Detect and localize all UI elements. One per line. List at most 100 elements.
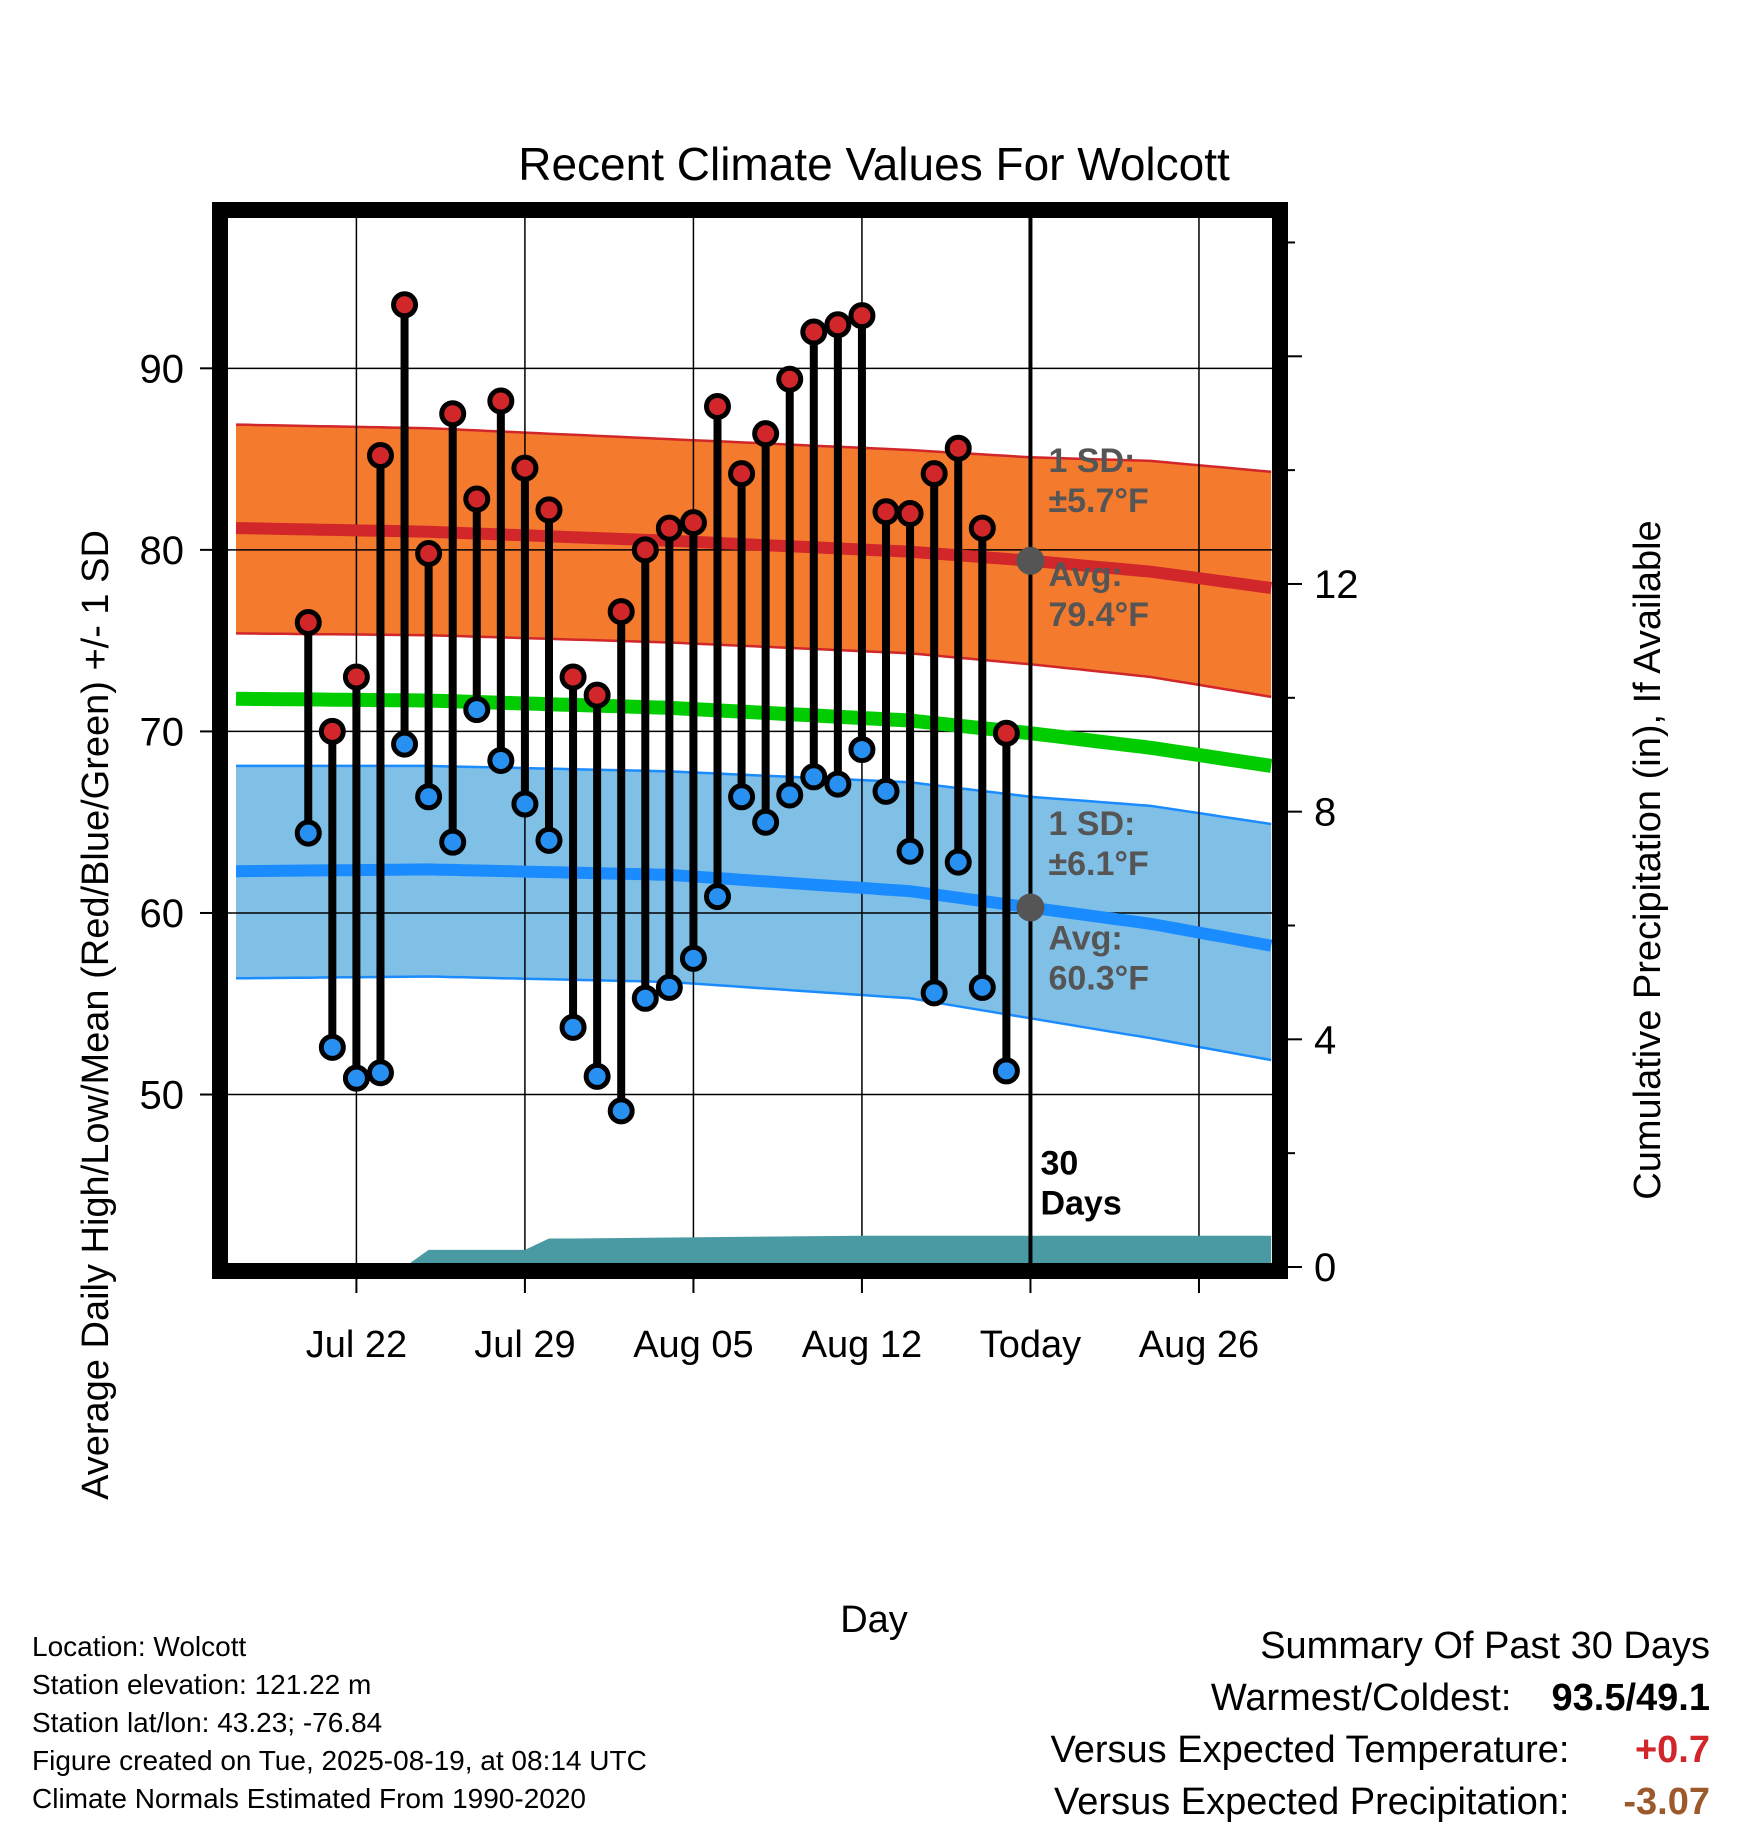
daily-high-point (704, 392, 732, 420)
daily-low-point (487, 746, 515, 774)
info-latlon: Station lat/lon: 43.23; -76.84 (32, 1707, 383, 1738)
daily-low-point (294, 819, 322, 847)
daily-low-point (655, 973, 683, 1001)
daily-low-point (607, 1097, 635, 1125)
summary-temp-label: Versus Expected Temperature: (1050, 1729, 1570, 1771)
daily-low-point (728, 783, 756, 811)
y2-tick-label: 8 (1314, 791, 1336, 835)
daily-high-point (968, 514, 996, 542)
daily-high-point (318, 717, 346, 745)
daily-low-point (800, 763, 828, 791)
x-tick-label: Aug 26 (1139, 1324, 1259, 1366)
daily-low-point (679, 944, 707, 972)
summary-warmest-row: Warmest/Coldest: 93.5/49.1 (1051, 1672, 1710, 1724)
summary-precip-row: Versus Expected Precipitation: -3.07 (1051, 1776, 1710, 1828)
daily-high-point (583, 681, 611, 709)
precipitation-area (236, 1235, 1272, 1267)
daily-low-point (752, 808, 780, 836)
daily-low-point (439, 828, 467, 856)
daily-high-point (366, 441, 394, 469)
daily-low-point (415, 783, 443, 811)
daily-high-point (535, 496, 563, 524)
daily-low-point (824, 770, 852, 798)
daily-high-point (992, 719, 1020, 747)
today-low-avg-marker (1016, 893, 1045, 922)
daily-high-point (463, 485, 491, 513)
daily-high-point (631, 536, 659, 564)
daily-low-point (848, 736, 876, 764)
info-elevation: Station elevation: 121.22 m (32, 1669, 372, 1700)
plot-frame (212, 202, 1288, 1279)
summary-warmest-value: 93.5/49.1 (1551, 1677, 1710, 1719)
daily-low-point (342, 1064, 370, 1092)
daily-low-point (896, 837, 924, 865)
daily-low-point (391, 730, 419, 758)
daily-low-point (631, 984, 659, 1012)
daily-low-point (559, 1013, 587, 1041)
today-days-label: 30 Days (1040, 1144, 1121, 1222)
daily-low-point (318, 1033, 346, 1061)
daily-low-point (968, 973, 996, 1001)
daily-high-point (872, 498, 900, 526)
x-axis-label: Day (840, 1599, 908, 1641)
summary-temp-row: Versus Expected Temperature: +0.7 (1051, 1724, 1710, 1776)
chart-title: Recent Climate Values For Wolcott (518, 138, 1230, 190)
daily-high-point (391, 291, 419, 319)
low-avg-annotation: Avg: 60.3°F (1048, 919, 1149, 997)
high-sd-band (236, 424, 1272, 697)
info-location: Location: Wolcott (32, 1631, 247, 1662)
daily-high-point (920, 460, 948, 488)
daily-high-point (559, 663, 587, 691)
daily-high-point (944, 434, 972, 462)
high-avg-annotation: Avg: 79.4°F (1048, 556, 1149, 634)
daily-low-point (511, 790, 539, 818)
daily-high-point (511, 454, 539, 482)
daily-high-point (415, 540, 443, 568)
y2-tick-label: 4 (1314, 1018, 1336, 1062)
y2-tick-label: 0 (1314, 1246, 1336, 1290)
summary-heading: Summary Of Past 30 Days (1260, 1625, 1710, 1667)
y2-axis-label: Cumulative Precipitation (in), If Availa… (1627, 520, 1669, 1199)
x-tick-label: Jul 22 (306, 1324, 407, 1366)
daily-high-point (848, 302, 876, 330)
daily-low-point (944, 848, 972, 876)
low-band-lower-edge (235, 975, 1272, 1062)
daily-high-point (800, 318, 828, 346)
y-axis-label: Average Daily High/Low/Mean (Red/Blue/Gr… (75, 530, 117, 1500)
daily-high-point (607, 598, 635, 626)
normal-low-line (235, 863, 1273, 952)
summary-precip-label: Versus Expected Precipitation: (1054, 1781, 1570, 1823)
daily-high-point (824, 311, 852, 339)
low-sd-annotation: 1 SD: ±6.1°F (1048, 805, 1148, 883)
daily-high-point (294, 608, 322, 636)
high-sd-annotation: 1 SD: ±5.7°F (1048, 442, 1148, 520)
summary-precip-value: -3.07 (1623, 1781, 1710, 1823)
y-tick-label: 50 (140, 1074, 185, 1118)
normal-mean-line (235, 691, 1273, 773)
low-band-upper-edge (236, 764, 1272, 826)
station-info: Location: Wolcott Station elevation: 121… (32, 1628, 647, 1818)
x-tick-label: Today (980, 1324, 1081, 1366)
daily-low-point (583, 1062, 611, 1090)
daily-high-point (655, 514, 683, 542)
x-tick-label: Aug 12 (802, 1324, 922, 1366)
daily-low-point (920, 979, 948, 1007)
summary-temp-value: +0.7 (1634, 1729, 1710, 1771)
x-tick-label: Jul 29 (474, 1324, 575, 1366)
daily-high-point (342, 663, 370, 691)
x-tick-label: Aug 05 (633, 1324, 753, 1366)
daily-low-point (535, 826, 563, 854)
summary-panel: Summary Of Past 30 Days Warmest/Coldest:… (1051, 1620, 1710, 1828)
y-tick-label: 60 (140, 892, 185, 936)
daily-low-point (366, 1059, 394, 1087)
y2-tick-label: 12 (1314, 563, 1359, 607)
summary-warmest-label: Warmest/Coldest: (1210, 1677, 1512, 1719)
daily-high-point (752, 420, 780, 448)
daily-high-point (896, 500, 924, 528)
info-normals: Climate Normals Estimated From 1990-2020 (32, 1783, 586, 1814)
plot-area: 1 SD: ±5.7°F Avg: 79.4°F 1 SD: ±6.1°F Avg: 60.3… (140, 202, 1359, 1366)
daily-high-point (487, 387, 515, 415)
y-tick-label: 70 (140, 710, 185, 754)
daily-high-point (679, 509, 707, 537)
